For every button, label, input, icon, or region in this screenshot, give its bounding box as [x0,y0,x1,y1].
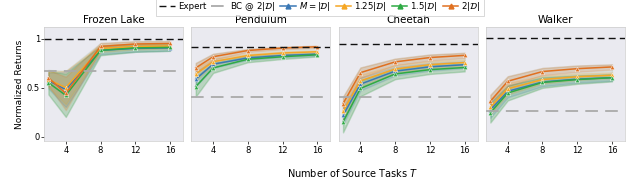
Title: Frozen Lake: Frozen Lake [83,15,145,25]
Text: Number of Source Tasks $T$: Number of Source Tasks $T$ [287,167,417,179]
Title: Pendulum: Pendulum [235,15,287,25]
Legend: Expert, BC @ $2|\mathcal{D}|$, $M = |\mathcal{D}|$, $1.25|\mathcal{D}|$, $1.5|\m: Expert, BC @ $2|\mathcal{D}|$, $M = |\ma… [156,0,484,16]
Title: Cheetah: Cheetah [387,15,430,25]
Title: Walker: Walker [538,15,573,25]
Y-axis label: Normalized Returns: Normalized Returns [15,40,24,129]
